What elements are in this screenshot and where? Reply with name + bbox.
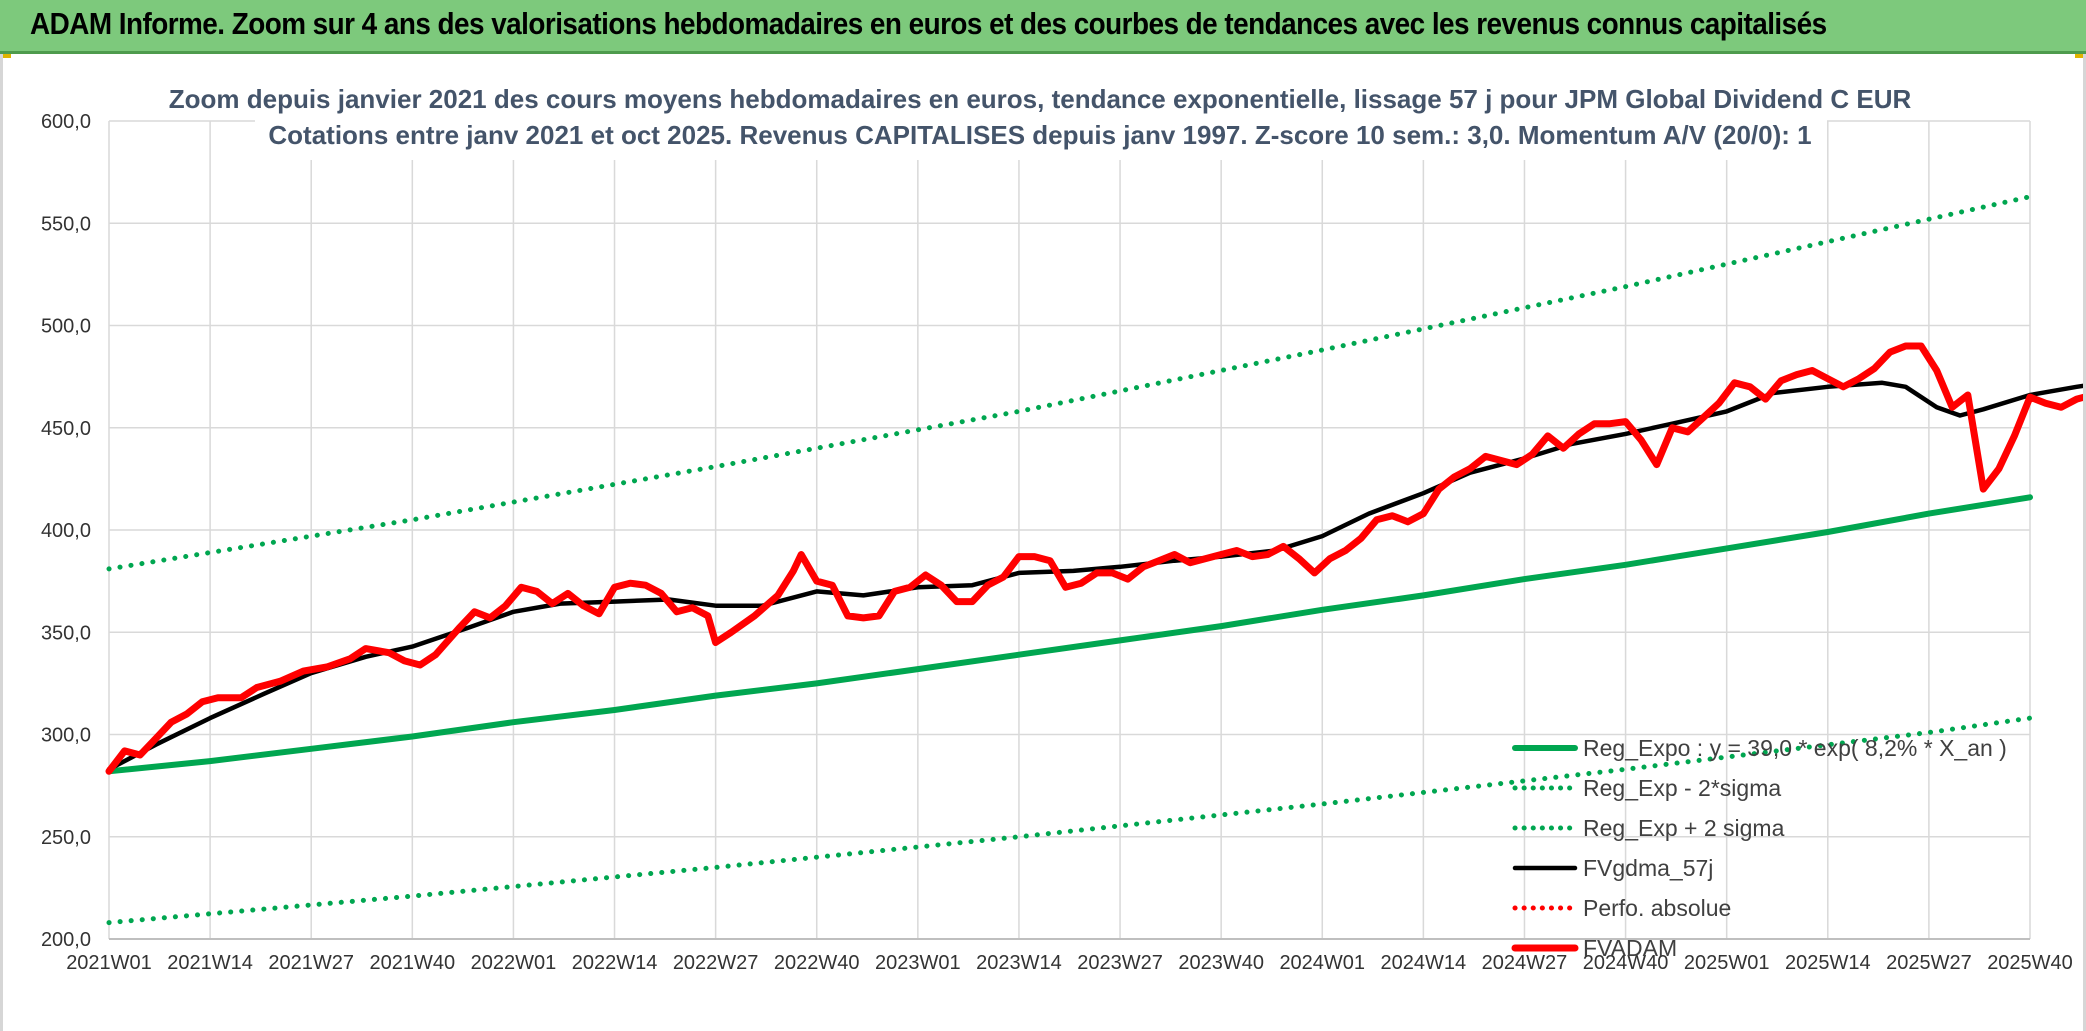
y-tick-label: 200,0 [41, 929, 91, 951]
chart-subtitle: Cotations entre janv 2021 et oct 2025. R… [268, 120, 1811, 150]
y-tick-label: 450,0 [41, 418, 91, 440]
y-tick-label: 550,0 [41, 213, 91, 235]
line-chart: Zoom depuis janvier 2021 des cours moyen… [41, 72, 2083, 974]
x-tick-label: 2023W01 [875, 952, 961, 974]
legend-label: FVgdma_57j [1583, 855, 1713, 881]
series-line-reg_exp [106, 715, 2033, 926]
series-line-fvgdma_57j [106, 380, 2083, 772]
y-tick-label: 300,0 [41, 725, 91, 747]
y-tick-label: 350,0 [41, 622, 91, 644]
x-tick-label: 2021W14 [167, 952, 253, 974]
y-tick-label: 250,0 [41, 827, 91, 849]
y-tick-label: 400,0 [41, 520, 91, 542]
x-tick-label: 2025W40 [1987, 952, 2073, 974]
x-tick-label: 2024W40 [1583, 952, 1669, 974]
x-tick-label: 2022W40 [774, 952, 860, 974]
x-tick-label: 2021W01 [66, 952, 152, 974]
series-line-fvadam [105, 342, 2083, 775]
x-tick-label: 2021W40 [370, 952, 456, 974]
report-title: ADAM Informe. Zoom sur 4 ans des valoris… [30, 6, 1827, 41]
x-tick-label: 2022W27 [673, 952, 759, 974]
x-tick-label: 2024W27 [1482, 952, 1568, 974]
x-tick-label: 2023W40 [1178, 952, 1264, 974]
x-tick-label: 2024W14 [1381, 952, 1467, 974]
series-line-reg_expo [106, 494, 2033, 775]
corner-marker [2075, 54, 2083, 58]
legend: Reg_Expo : y = 39,0 * exp( 8,2% * X_an )… [1511, 735, 2007, 961]
x-tick-label: 2025W01 [1684, 952, 1770, 974]
series-lines [105, 194, 2083, 926]
legend-label: Reg_Exp + 2 sigma [1583, 815, 1785, 841]
x-tick-label: 2021W27 [268, 952, 354, 974]
x-tick-label: 2025W14 [1785, 952, 1871, 974]
grid [108, 120, 2031, 940]
x-tick-label: 2022W01 [471, 952, 557, 974]
report-banner: ADAM Informe. Zoom sur 4 ans des valoris… [0, 0, 2086, 54]
legend-label: Reg_Exp - 2*sigma [1583, 775, 1781, 801]
chart-area: Zoom depuis janvier 2021 des cours moyen… [0, 54, 2086, 1031]
y-tick-label: 500,0 [41, 316, 91, 338]
chart-title: Zoom depuis janvier 2021 des cours moyen… [169, 84, 1912, 114]
x-tick-label: 2023W14 [976, 952, 1062, 974]
y-tick-label: 600,0 [41, 111, 91, 133]
title-backdrop [255, 72, 1827, 160]
x-tick-label: 2023W27 [1077, 952, 1163, 974]
x-tick-label: 2025W27 [1886, 952, 1972, 974]
legend-label: FVADAM [1583, 935, 1677, 961]
legend-label: Reg_Expo : y = 39,0 * exp( 8,2% * X_an ) [1583, 735, 2007, 761]
legend-label: Perfo. absolue [1583, 895, 1731, 921]
y-axis: 200,0 250,0 300,0 350,0 400,0 450,0 500,0 550,0… [41, 111, 91, 951]
x-tick-label: 2024W01 [1279, 952, 1365, 974]
x-tick-label: 2022W14 [572, 952, 658, 974]
x-axis: 2021W01 2021W14 2021W27 2021W40 2022W01 2022W… [66, 938, 2073, 974]
series-line-reg_exp [106, 194, 2033, 572]
corner-marker [3, 54, 11, 58]
